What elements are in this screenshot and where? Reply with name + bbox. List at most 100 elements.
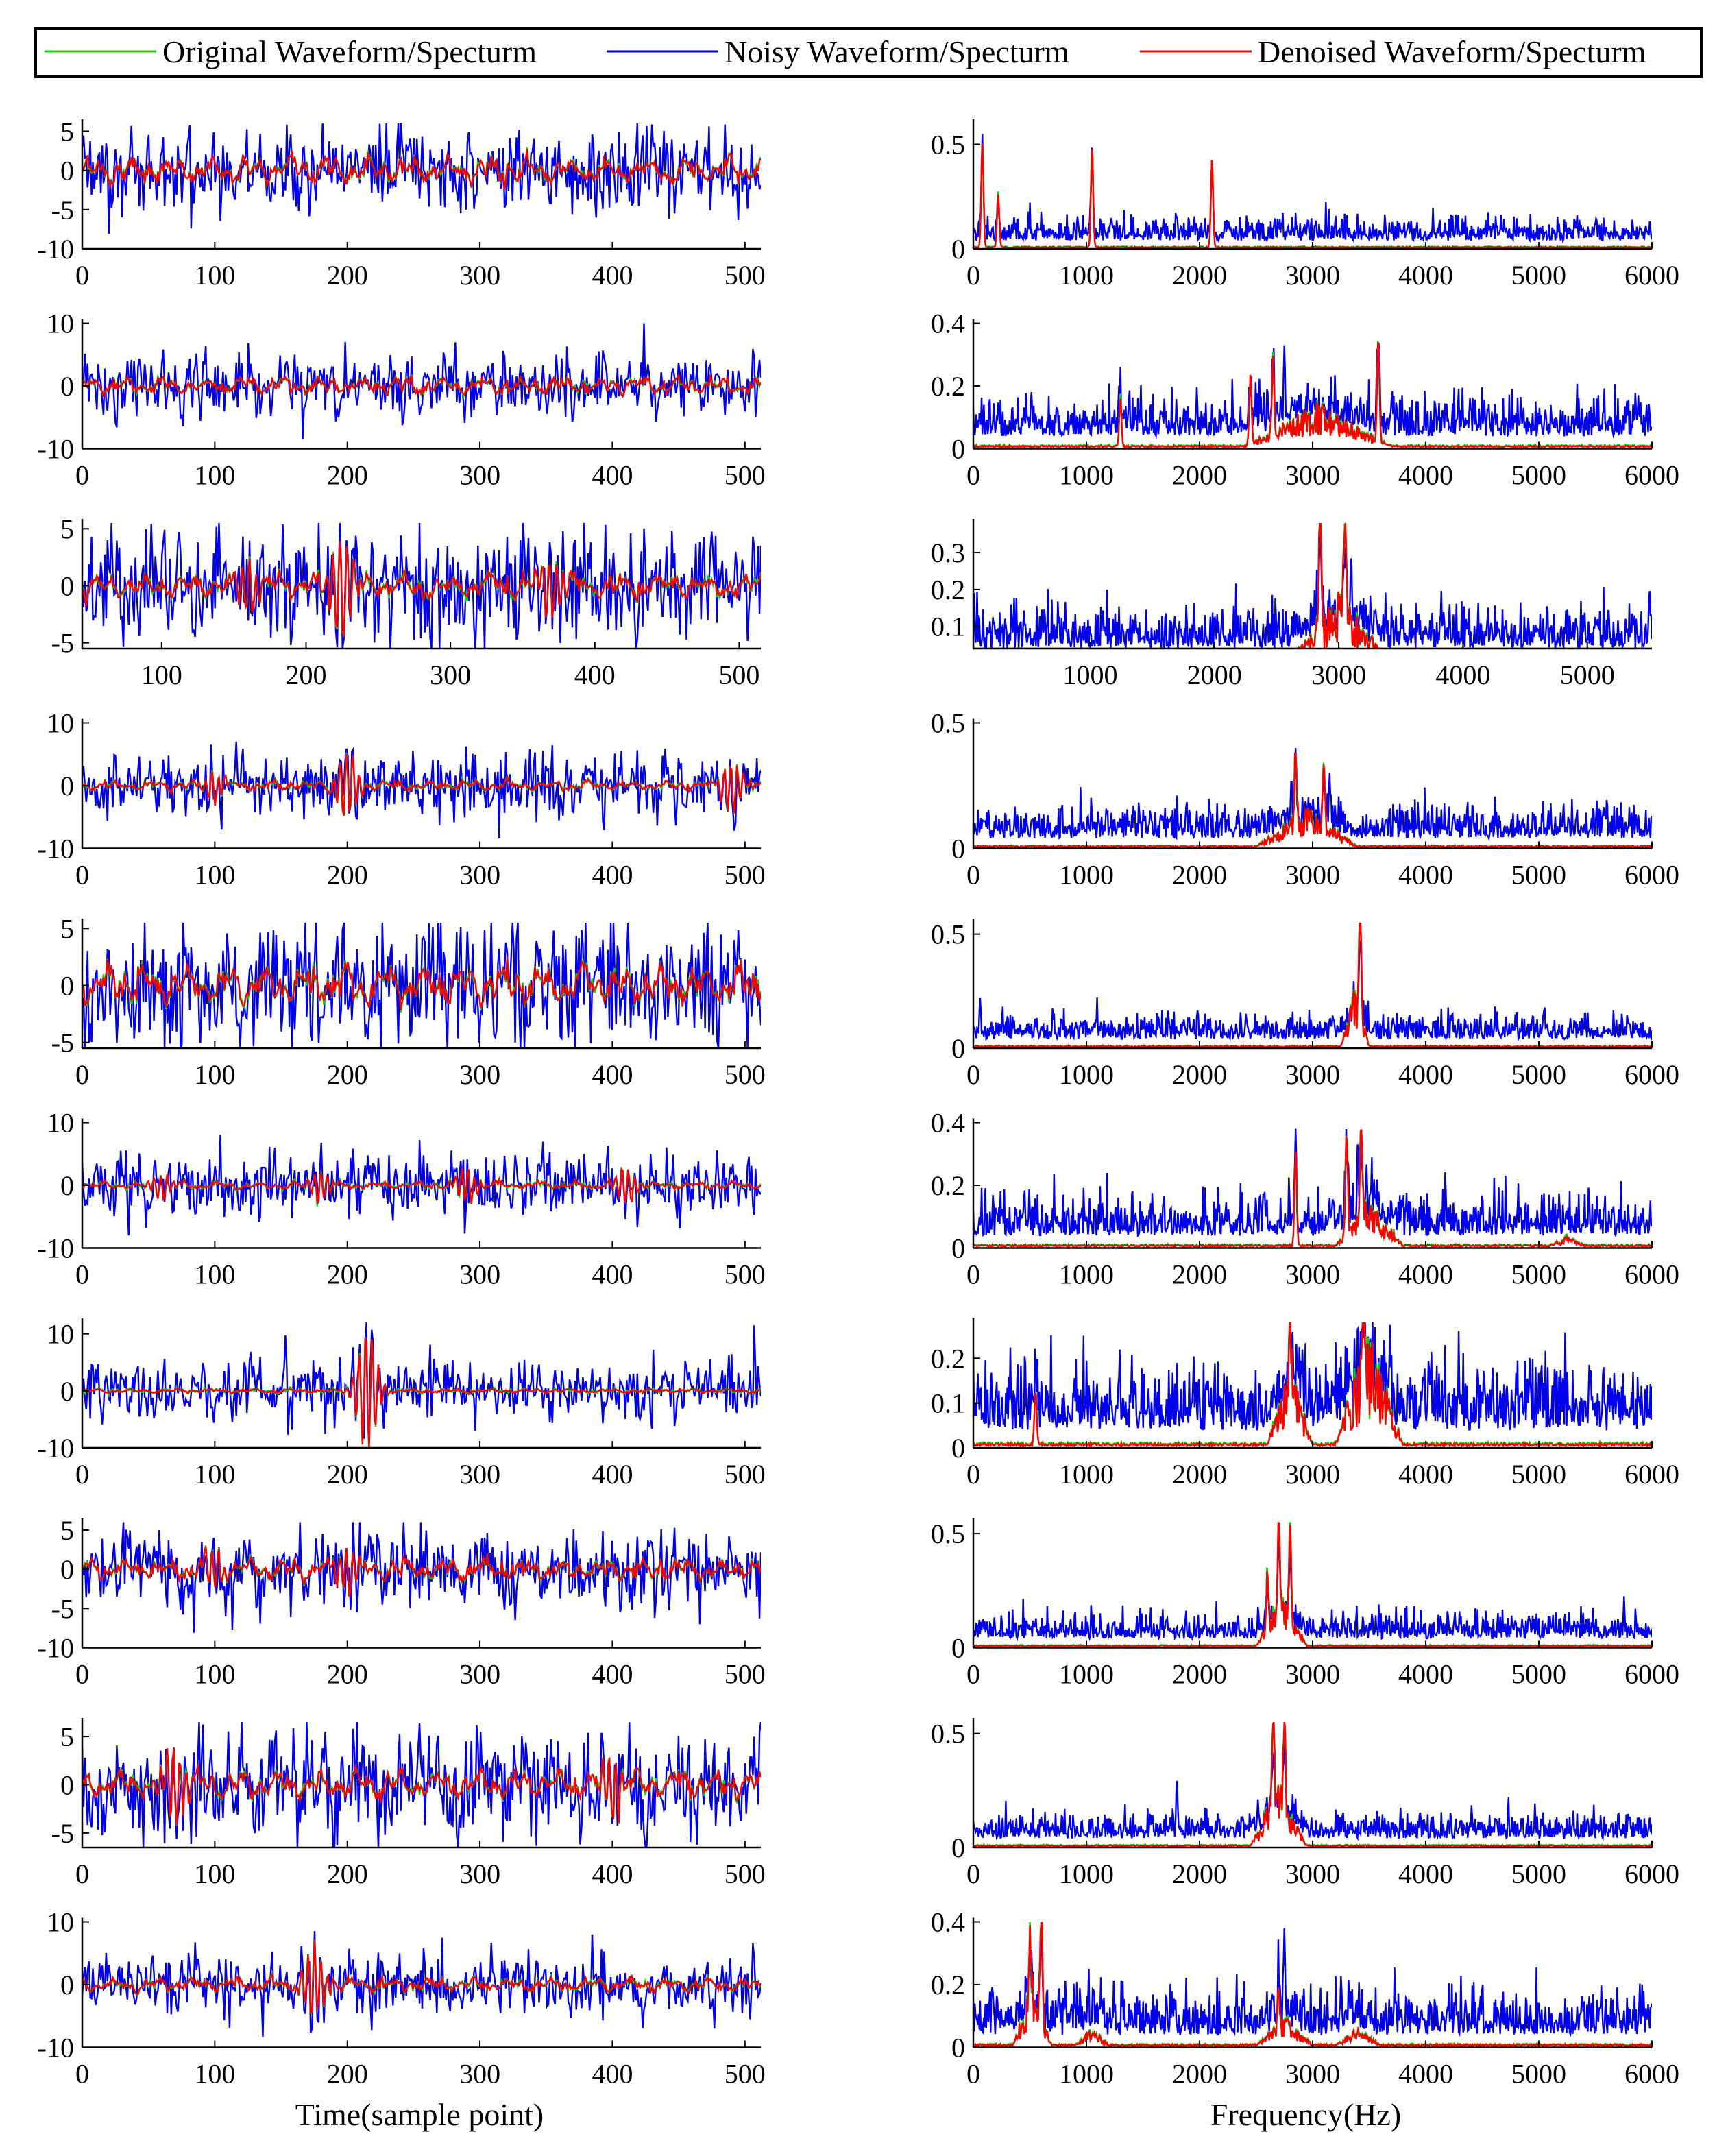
x-tick-label: 5000	[1511, 860, 1566, 891]
x-tick-label: 100	[194, 1459, 235, 1490]
x-tick-label: 6000	[1624, 1858, 1679, 1889]
x-tick-label: 400	[592, 1659, 633, 1690]
series-denoised-line	[82, 956, 761, 1010]
series-noisy-line	[973, 134, 1652, 244]
x-tick-label: 300	[459, 1858, 500, 1889]
series-noisy-line	[82, 123, 761, 234]
x-tick-label: 300	[459, 860, 500, 891]
x-tick-label: 4000	[1398, 260, 1453, 291]
x-tick-label: 6000	[1624, 860, 1679, 891]
y-tick-label: 10	[47, 1319, 74, 1350]
series-noisy-line	[973, 1322, 1652, 1431]
x-tick-label: 1000	[1059, 260, 1114, 291]
spectrum-panel-7: 0 1000 2000 3000 4000 5000 6000 0.2 0.1 0	[931, 1318, 1679, 1490]
y-tick-label: -10	[38, 1233, 74, 1264]
plot-area	[82, 1522, 761, 1633]
x-tick-label: 2000	[1172, 1059, 1227, 1090]
x-tick-label: 400	[592, 2059, 633, 2090]
x-tick-label: 5000	[1511, 1059, 1566, 1090]
series-noisy-line	[973, 533, 1652, 649]
x-tick-label: 500	[725, 1858, 766, 1889]
x-tick-label: 4000	[1398, 1858, 1453, 1889]
y-tick-label: 0	[951, 234, 965, 265]
x-tick-label: 200	[327, 860, 368, 891]
series-noisy-line	[82, 923, 761, 1048]
x-tick-label: 200	[327, 2059, 368, 2090]
x-tick-label: 0	[75, 2059, 89, 2090]
x-tick-label: 3000	[1285, 260, 1340, 291]
waveform-panel-8: 0 100 200 300 400 500 5 0 -5 -10	[38, 1515, 766, 1690]
plot-area	[973, 1128, 1652, 1248]
x-tick-label: 500	[718, 659, 759, 690]
spectrum-panel-9: 0 1000 2000 3000 4000 5000 6000 0.5 0	[931, 1718, 1679, 1889]
x-tick-label: 100	[194, 1858, 235, 1889]
x-tick-label: 0	[75, 860, 89, 891]
y-tick-label: 0	[951, 1633, 965, 1664]
x-tick-label: 200	[327, 1259, 368, 1290]
x-tick-label: 0	[75, 460, 89, 491]
plot-area	[82, 523, 761, 649]
plot-area	[973, 134, 1652, 249]
x-tick-label: 4000	[1398, 2059, 1453, 2090]
x-tick-label: 200	[327, 1059, 368, 1090]
y-tick-label: -5	[51, 1593, 74, 1624]
x-tick-label: 5000	[1511, 2059, 1566, 2090]
x-tick-label: 0	[75, 1259, 89, 1290]
y-tick-label: 0	[951, 1033, 965, 1064]
plot-area	[82, 923, 761, 1048]
series-noisy-line	[82, 523, 761, 649]
x-tick-label: 6000	[1624, 260, 1679, 291]
y-tick-label: 0.2	[931, 1970, 965, 2000]
y-tick-label: -5	[51, 628, 74, 659]
y-tick-label: -10	[38, 1633, 74, 1664]
x-tick-label: 300	[430, 659, 471, 690]
x-tick-label: 300	[459, 260, 500, 291]
x-tick-label: 500	[725, 460, 766, 491]
x-tick-label: 3000	[1285, 1858, 1340, 1889]
x-tick-label: 4000	[1398, 860, 1453, 891]
series-denoised-line	[82, 1747, 761, 1826]
y-tick-label: 0	[951, 834, 965, 864]
plot-area	[973, 748, 1652, 849]
series-denoised-line	[82, 373, 761, 398]
series-noisy-line	[973, 748, 1652, 842]
x-tick-label: 100	[194, 260, 235, 291]
x-tick-label: 500	[725, 1459, 766, 1490]
y-tick-label: 5	[60, 116, 74, 147]
y-tick-label: 0.4	[931, 308, 965, 339]
x-tick-label: 2000	[1172, 1858, 1227, 1889]
series-denoised-line	[82, 1546, 761, 1597]
series-noisy-line	[973, 1540, 1652, 1642]
x-tick-label: 5000	[1511, 1659, 1566, 1690]
y-tick-label: 0.4	[931, 1907, 965, 1938]
y-tick-label: 0	[60, 971, 74, 1002]
x-tick-label: 2000	[1187, 659, 1242, 690]
y-tick-label: 0	[60, 1376, 74, 1407]
x-tick-label: 300	[459, 1259, 500, 1290]
y-tick-label: 10	[47, 308, 74, 339]
series-noisy-line	[973, 1729, 1652, 1841]
x-tick-label: 2000	[1172, 1459, 1227, 1490]
y-tick-label: 0.4	[931, 1108, 965, 1139]
y-tick-label: 0	[951, 1433, 965, 1464]
x-tick-label: 0	[75, 260, 89, 291]
y-tick-label: 0	[951, 2033, 965, 2063]
y-tick-label: 0	[951, 1233, 965, 1264]
series-noisy-line	[82, 1722, 761, 1848]
series-denoised-line	[973, 523, 1652, 649]
series-noisy-line	[82, 323, 761, 439]
plot-area	[973, 341, 1652, 449]
y-tick-label: 0	[60, 771, 74, 801]
series-noisy-line	[973, 940, 1652, 1042]
legend-box	[34, 27, 1703, 78]
x-tick-label: 2000	[1172, 260, 1227, 291]
x-tick-label: 5000	[1560, 659, 1615, 690]
y-tick-label: 0	[60, 1170, 74, 1201]
spectrum-panel-5: 0 1000 2000 3000 4000 5000 6000 0.5 0	[931, 919, 1679, 1090]
x-tick-label: 3000	[1285, 1059, 1340, 1090]
spectrum-panel-3: 1000 2000 3000 4000 5000 0.3 0.2 0.1	[931, 519, 1652, 690]
x-tick-label: 200	[327, 1659, 368, 1690]
